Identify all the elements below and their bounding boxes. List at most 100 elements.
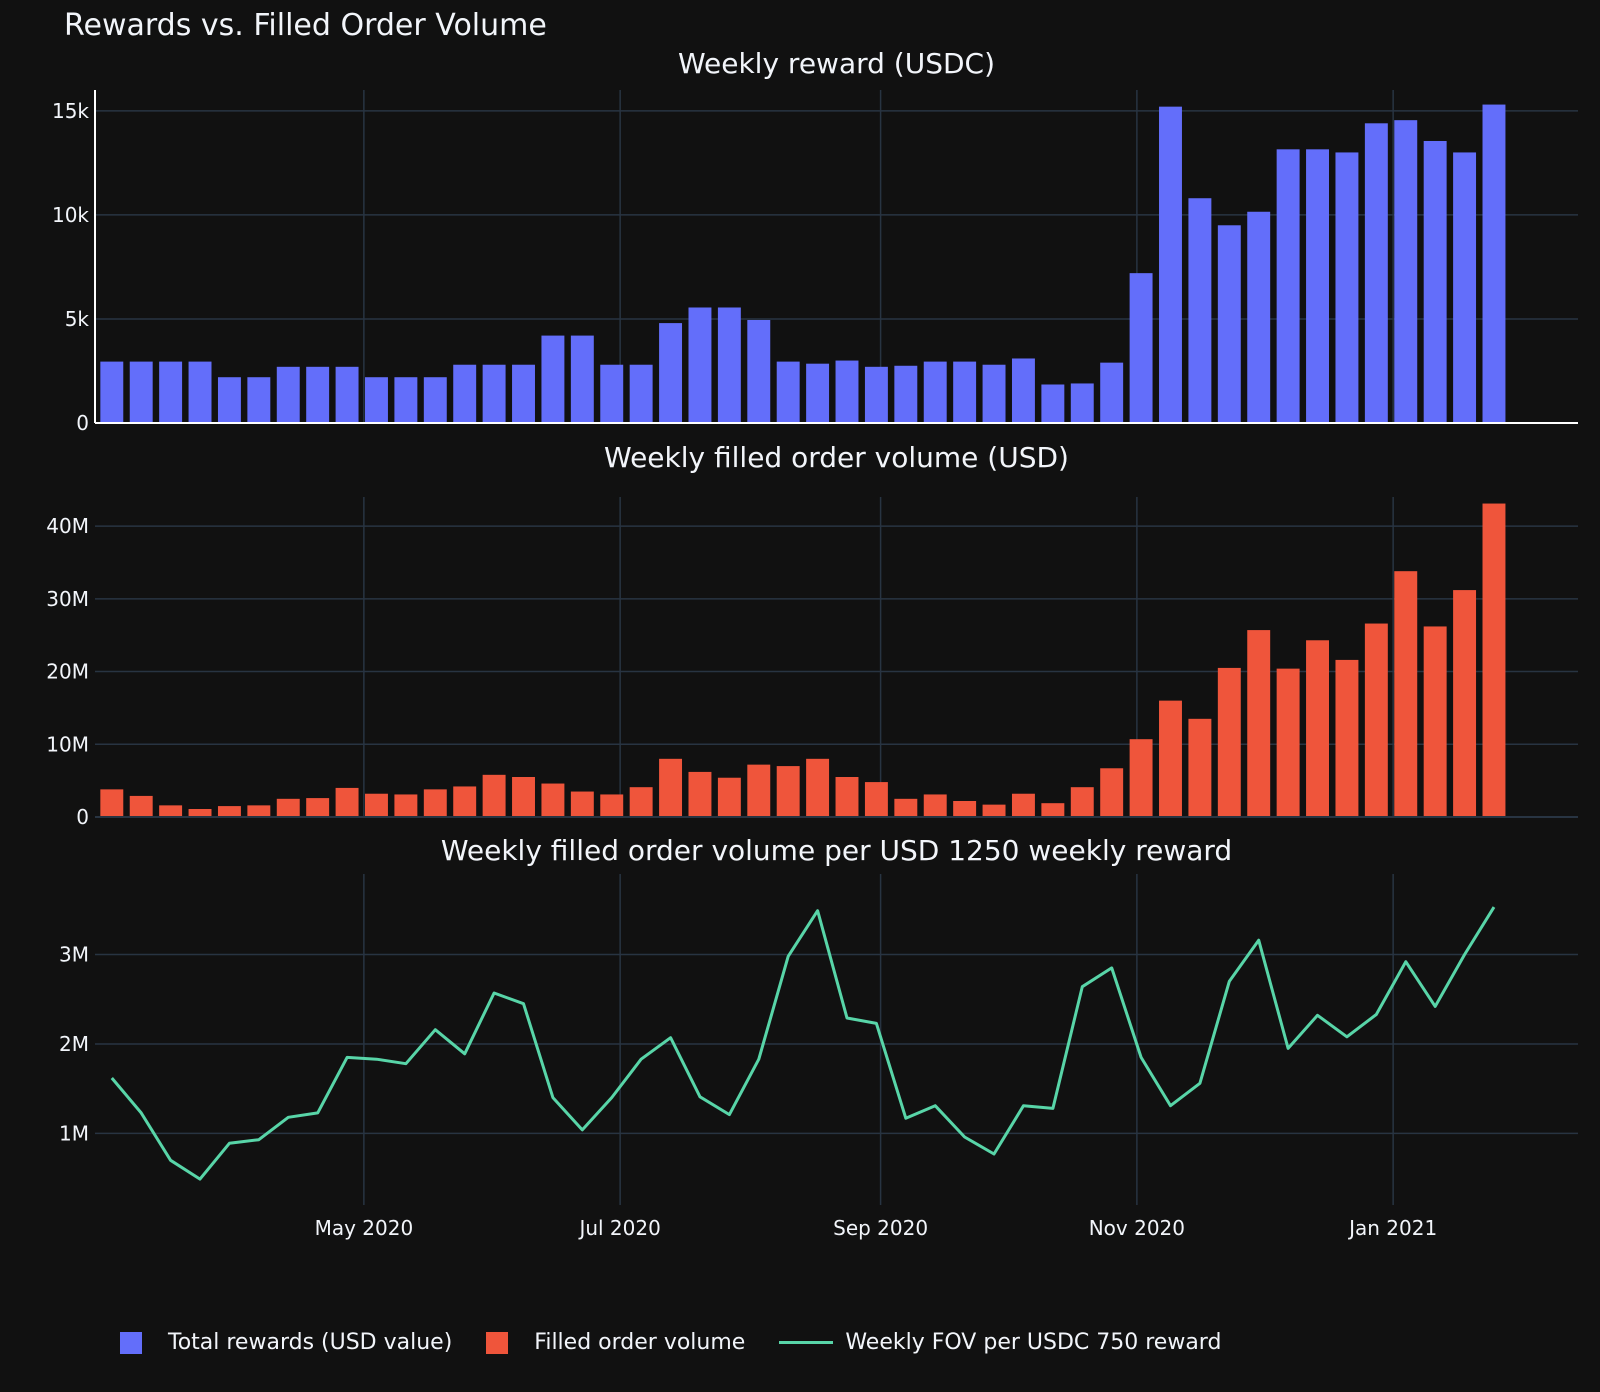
bar <box>188 361 212 423</box>
bar <box>806 363 830 423</box>
bar <box>1159 700 1182 817</box>
bar <box>1011 793 1035 817</box>
panel-2: 0 10M 20M 30M 40M Weekly filled order volume … <box>46 441 1578 829</box>
bar <box>129 361 153 423</box>
y-tick-label: 2M <box>59 1032 89 1056</box>
bar <box>923 794 947 817</box>
bar <box>1394 120 1418 423</box>
y-tick-label: 15k <box>52 99 89 123</box>
x-tick-label: Jan 2021 <box>1347 1216 1437 1240</box>
bar <box>688 307 712 423</box>
bar <box>1217 667 1241 817</box>
bar <box>306 798 330 817</box>
bar <box>776 361 800 423</box>
bar <box>1453 590 1477 817</box>
bar <box>159 805 183 817</box>
bar <box>1041 803 1065 817</box>
bar <box>453 364 477 423</box>
bar <box>335 366 359 423</box>
bar <box>806 758 830 817</box>
bar <box>835 777 859 817</box>
bar <box>335 787 359 817</box>
bar <box>894 798 918 817</box>
panel-title: Weekly reward (USDC) <box>678 47 995 80</box>
bar <box>365 793 388 817</box>
legend-swatch-rewards <box>120 1331 142 1354</box>
legend-swatch-volume <box>486 1331 509 1354</box>
bar <box>159 361 183 423</box>
bar <box>1423 140 1447 423</box>
bar <box>1247 211 1271 423</box>
bar <box>982 364 1006 423</box>
bar <box>1394 571 1418 817</box>
legend-item-volume[interactable]: Filled order volume <box>486 1330 745 1355</box>
legend: Total rewards (USD value) Filled order v… <box>120 1330 1255 1355</box>
bar <box>1100 362 1124 423</box>
bar <box>600 794 624 817</box>
bar <box>1188 198 1212 423</box>
bar <box>1188 718 1212 817</box>
bar <box>1247 630 1271 817</box>
bar <box>541 783 565 817</box>
bar <box>1041 384 1065 423</box>
panel-title: Weekly filled order volume (USD) <box>604 441 1069 474</box>
bar <box>1482 503 1506 817</box>
bar <box>776 766 800 817</box>
bar <box>394 377 418 423</box>
bar <box>188 809 212 817</box>
bar <box>953 361 977 423</box>
bar <box>1335 659 1359 817</box>
bar <box>688 771 712 817</box>
bar <box>1482 104 1506 423</box>
bar <box>1070 383 1094 423</box>
bar <box>512 777 535 817</box>
bar <box>1011 358 1035 423</box>
bar <box>453 786 477 817</box>
legend-item-rewards[interactable]: Total rewards (USD value) <box>120 1330 452 1355</box>
bar <box>129 795 153 817</box>
bar <box>512 364 535 423</box>
y-tick-label: 40M <box>46 514 89 538</box>
bar <box>482 774 506 817</box>
bar <box>1159 106 1182 424</box>
series-line <box>110 906 1496 1181</box>
y-tick-label: 5k <box>65 307 90 331</box>
x-tick-label: Nov 2020 <box>1089 1216 1185 1240</box>
bar <box>482 364 506 423</box>
bar <box>1276 149 1300 424</box>
bar <box>1129 739 1153 817</box>
bar <box>717 307 741 423</box>
x-tick-label: Sep 2020 <box>833 1216 928 1240</box>
bar <box>100 361 124 423</box>
bar <box>1100 768 1124 817</box>
bar <box>423 377 447 423</box>
bar <box>1453 152 1477 423</box>
legend-item-ratio[interactable]: Weekly FOV per USDC 750 reward <box>779 1330 1221 1355</box>
bar <box>864 782 888 817</box>
y-tick-label: 0 <box>76 411 89 435</box>
bar <box>600 364 624 423</box>
y-tick-label: 10k <box>52 203 89 227</box>
bar <box>541 335 565 423</box>
legend-label-rewards: Total rewards (USD value) <box>168 1330 453 1355</box>
bar <box>365 377 388 423</box>
bar <box>1364 623 1388 817</box>
bar <box>100 789 124 817</box>
bar <box>570 335 594 423</box>
y-tick-label: 1M <box>59 1121 89 1145</box>
y-tick-label: 10M <box>46 732 89 756</box>
bar <box>1423 626 1447 817</box>
bar <box>953 801 977 817</box>
bar <box>1306 149 1329 424</box>
panel-title: Weekly filled order volume per USD 1250 … <box>441 834 1232 867</box>
bar <box>423 789 447 817</box>
panel-1: 0 5k 10k 15k Weekly reward (USDC) <box>52 47 1578 435</box>
bar <box>276 366 300 423</box>
bar <box>1217 225 1241 423</box>
bar <box>747 319 771 423</box>
y-tick-label: 0 <box>76 805 89 829</box>
bar <box>1306 640 1329 817</box>
bar <box>247 805 271 817</box>
legend-label-ratio: Weekly FOV per USDC 750 reward <box>845 1330 1222 1355</box>
